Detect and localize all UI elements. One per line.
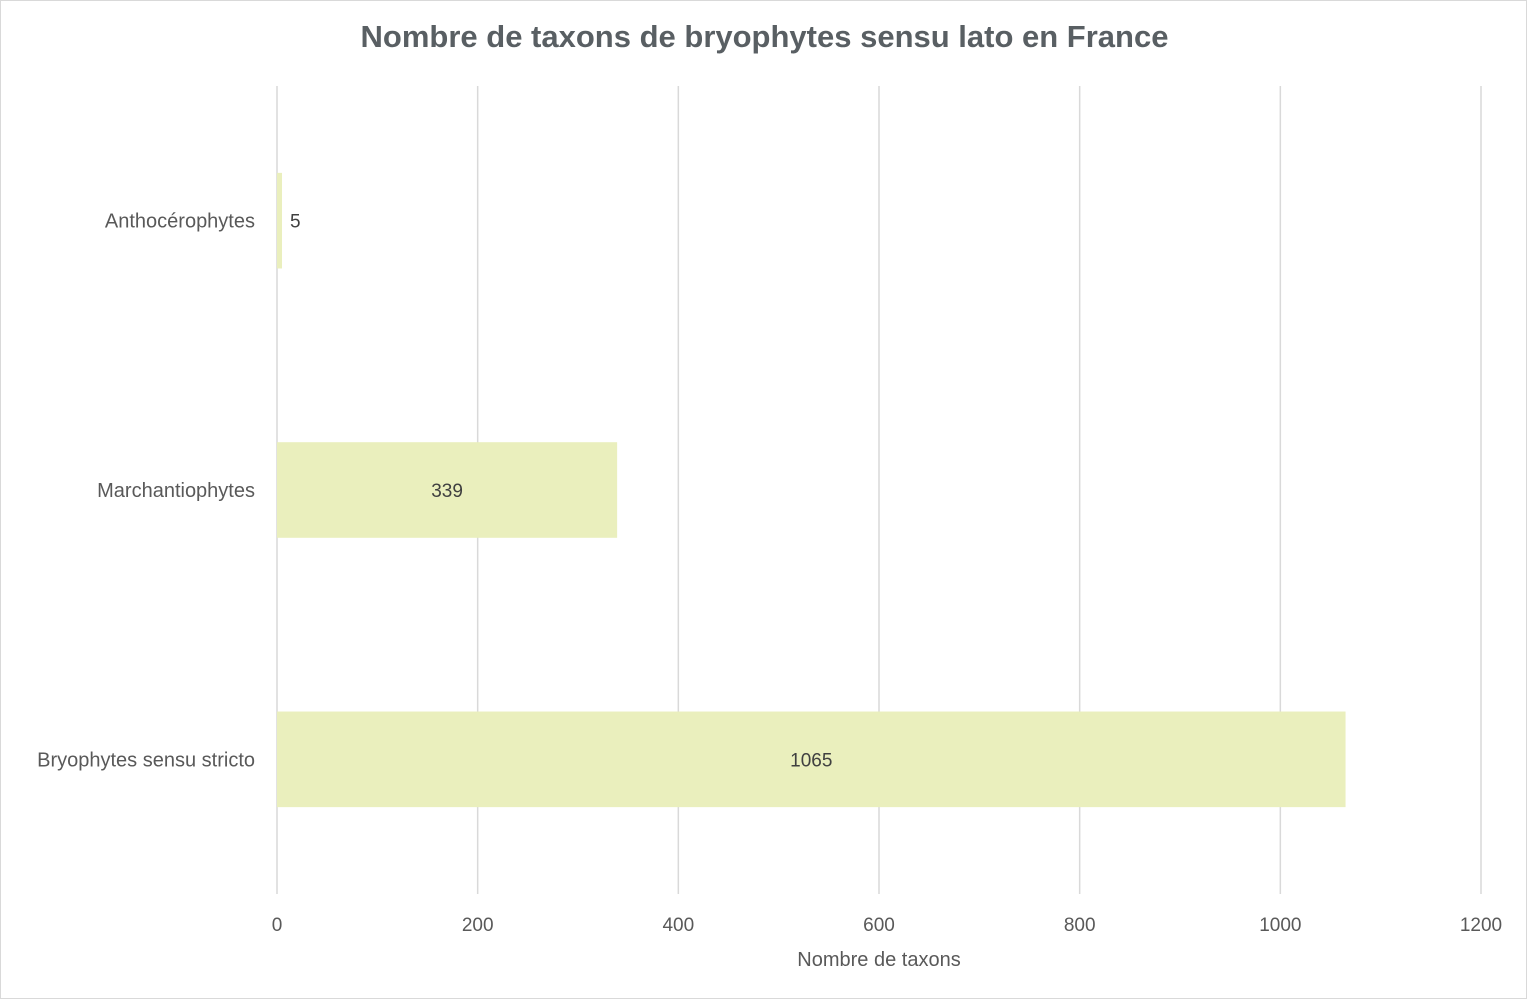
data-label: 1065 [790,750,832,771]
x-tick-label: 200 [462,915,494,936]
x-tick-label: 1000 [1259,915,1301,936]
data-label: 5 [290,212,301,233]
x-axis-title: Nombre de taxons [797,949,960,971]
chart-title: Nombre de taxons de bryophytes sensu lat… [360,19,1169,54]
category-label: Bryophytes sensu stricto [37,749,255,771]
data-label: 339 [431,481,463,502]
x-tick-label: 1200 [1460,915,1502,936]
x-tick-label: 600 [863,915,895,936]
x-tick-label: 400 [662,915,694,936]
bar-0 [277,172,283,269]
bar-2 [277,711,1346,808]
bar-1 [277,442,618,538]
category-label: Anthocérophytes [105,211,255,233]
labels: 0 200 400 600 800 1000 1200 Anthocérophytes 5 Mar… [37,211,1502,936]
category-label: Marchantiophytes [97,480,255,502]
x-tick-label: 800 [1064,915,1096,936]
x-tick-label: 0 [272,915,283,936]
bars [277,172,1346,808]
